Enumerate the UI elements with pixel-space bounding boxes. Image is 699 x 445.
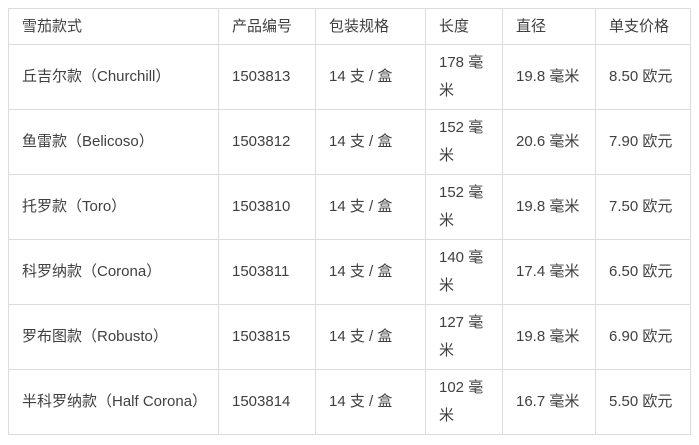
table-cell-style: 半科罗纳款（Half Corona） <box>8 369 219 435</box>
cigar-spec-table: 雪茄款式 产品编号 包装规格 长度 直径 单支价格 丘吉尔款（Churchill… <box>8 8 691 435</box>
table-cell-diameter: 19.8 毫米 <box>502 174 596 240</box>
header-row: 雪茄款式 产品编号 包装规格 长度 直径 单支价格 <box>8 8 691 45</box>
table-cell-packaging: 14 支 / 盒 <box>315 109 426 175</box>
table-row: 鱼雷款（Belicoso） 1503812 14 支 / 盒 152 毫米 20.6 毫… <box>8 109 691 175</box>
table-cell-length: 127 毫米 <box>425 304 503 370</box>
table-cell-diameter: 19.8 毫米 <box>502 44 596 110</box>
table-row: 科罗纳款（Corona） 1503811 14 支 / 盒 140 毫米 17.4 毫米… <box>8 239 691 305</box>
table-cell-packaging: 14 支 / 盒 <box>315 239 426 305</box>
table-cell-packaging: 14 支 / 盒 <box>315 304 426 370</box>
table-cell-price: 5.50 欧元 <box>595 369 691 435</box>
table-row: 丘吉尔款（Churchill） 1503813 14 支 / 盒 178 毫米 19.8… <box>8 44 691 110</box>
table-cell-style: 丘吉尔款（Churchill） <box>8 44 219 110</box>
table-cell-price: 8.50 欧元 <box>595 44 691 110</box>
table-cell-product-no: 1503812 <box>218 109 316 175</box>
column-header-length: 长度 <box>425 8 503 45</box>
table-row: 托罗款（Toro） 1503810 14 支 / 盒 152 毫米 19.8 毫米 7.5… <box>8 174 691 240</box>
column-header-product-no: 产品编号 <box>218 8 316 45</box>
table-cell-product-no: 1503813 <box>218 44 316 110</box>
table-cell-style: 科罗纳款（Corona） <box>8 239 219 305</box>
table-body: 丘吉尔款（Churchill） 1503813 14 支 / 盒 178 毫米 19.8… <box>8 44 691 435</box>
table-cell-product-no: 1503810 <box>218 174 316 240</box>
table-cell-price: 6.50 欧元 <box>595 239 691 305</box>
table-cell-style: 鱼雷款（Belicoso） <box>8 109 219 175</box>
column-header-price: 单支价格 <box>595 8 691 45</box>
table-cell-length: 152 毫米 <box>425 109 503 175</box>
table-cell-product-no: 1503815 <box>218 304 316 370</box>
table-cell-product-no: 1503814 <box>218 369 316 435</box>
table-cell-length: 178 毫米 <box>425 44 503 110</box>
table-cell-product-no: 1503811 <box>218 239 316 305</box>
table-cell-length: 140 毫米 <box>425 239 503 305</box>
page: 雪茄款式 产品编号 包装规格 长度 直径 单支价格 丘吉尔款（Churchill… <box>8 8 691 435</box>
table-cell-diameter: 17.4 毫米 <box>502 239 596 305</box>
table-row: 罗布图款（Robusto） 1503815 14 支 / 盒 127 毫米 19.8 毫… <box>8 304 691 370</box>
table-cell-packaging: 14 支 / 盒 <box>315 174 426 240</box>
table-cell-price: 7.50 欧元 <box>595 174 691 240</box>
table-cell-length: 102 毫米 <box>425 369 503 435</box>
table-cell-price: 6.90 欧元 <box>595 304 691 370</box>
table-cell-packaging: 14 支 / 盒 <box>315 369 426 435</box>
column-header-packaging: 包装规格 <box>315 8 426 45</box>
table-cell-length: 152 毫米 <box>425 174 503 240</box>
table-cell-diameter: 20.6 毫米 <box>502 109 596 175</box>
table-cell-style: 托罗款（Toro） <box>8 174 219 240</box>
table-cell-diameter: 16.7 毫米 <box>502 369 596 435</box>
table-row: 半科罗纳款（Half Corona） 1503814 14 支 / 盒 102 毫米 1… <box>8 369 691 435</box>
table-cell-diameter: 19.8 毫米 <box>502 304 596 370</box>
table-cell-packaging: 14 支 / 盒 <box>315 44 426 110</box>
table-cell-style: 罗布图款（Robusto） <box>8 304 219 370</box>
column-header-diameter: 直径 <box>502 8 596 45</box>
table-cell-price: 7.90 欧元 <box>595 109 691 175</box>
column-header-style: 雪茄款式 <box>8 8 219 45</box>
